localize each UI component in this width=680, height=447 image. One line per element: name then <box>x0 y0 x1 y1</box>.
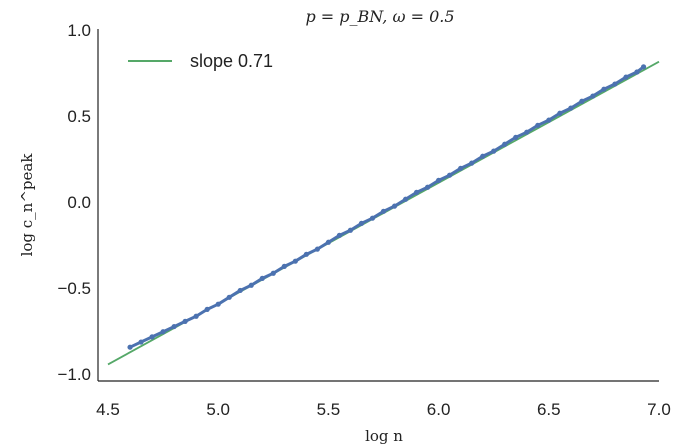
y-tick-label: 1.0 <box>67 21 91 40</box>
data-point <box>447 172 453 178</box>
plot-area <box>97 29 660 382</box>
data-point <box>193 313 199 319</box>
data-point <box>259 275 265 281</box>
data-point <box>171 323 177 330</box>
data-point <box>248 282 254 288</box>
data-point <box>640 64 647 70</box>
data-point <box>535 122 541 128</box>
data-point <box>579 98 585 104</box>
data-point <box>303 251 309 257</box>
data-point <box>358 220 365 226</box>
data-point <box>546 117 552 123</box>
data-point <box>380 208 387 214</box>
x-tick-label: 5.5 <box>317 400 341 419</box>
x-tick-label: 6.0 <box>427 400 451 419</box>
data-point <box>413 189 420 195</box>
legend-label: slope 0.71 <box>190 51 273 71</box>
data-point <box>215 301 221 307</box>
data-point <box>204 306 210 312</box>
data-point <box>612 81 618 87</box>
y-tick-labels: −1.0 −0.5 0.0 0.5 1.0 <box>57 21 91 384</box>
x-tick-labels: 4.5 5.0 5.5 6.0 6.5 7.0 <box>96 400 671 419</box>
legend: slope 0.71 <box>128 51 273 71</box>
data-point <box>634 69 640 75</box>
data-point <box>325 239 331 245</box>
x-tick-label: 5.0 <box>206 400 230 419</box>
data-point <box>524 129 530 135</box>
data-point <box>237 287 243 294</box>
data-point <box>623 74 629 80</box>
x-tick-label: 6.5 <box>537 400 561 419</box>
data-point <box>513 134 519 140</box>
data-point <box>458 165 464 171</box>
data-point <box>292 258 298 264</box>
x-axis-label: log n <box>365 427 403 445</box>
data-point <box>182 318 188 324</box>
x-tick-label: 4.5 <box>96 400 120 419</box>
data-point <box>160 329 166 335</box>
y-tick-label: 0.5 <box>67 107 91 126</box>
data-point <box>270 270 276 276</box>
data-point <box>369 215 376 221</box>
data-point <box>601 86 607 92</box>
data-point <box>138 339 144 345</box>
data-point <box>480 153 486 159</box>
data-point <box>557 110 563 116</box>
data-point <box>127 344 133 350</box>
data-point <box>149 334 155 340</box>
y-axis-label: log c_n^peak <box>18 153 36 257</box>
data-point <box>469 160 475 166</box>
data-point <box>590 93 596 99</box>
data-point <box>491 148 497 154</box>
data-point <box>347 227 354 233</box>
y-tick-label: −1.0 <box>57 365 91 384</box>
y-tick-label: 0.0 <box>67 193 91 212</box>
data-point <box>402 196 409 202</box>
data-point <box>424 184 431 190</box>
data-point <box>568 105 574 111</box>
data-points-layer <box>127 64 647 350</box>
data-point <box>226 294 232 300</box>
data-point <box>436 177 442 183</box>
data-point <box>336 232 343 238</box>
data-point <box>391 203 398 209</box>
data-point <box>314 246 320 252</box>
data-point <box>502 141 508 147</box>
data-point <box>281 263 287 269</box>
chart-title: p = p_BN, ω = 0.5 <box>305 7 454 26</box>
x-tick-label: 7.0 <box>647 400 671 419</box>
data-trace <box>128 65 646 349</box>
y-tick-label: −0.5 <box>57 279 91 298</box>
